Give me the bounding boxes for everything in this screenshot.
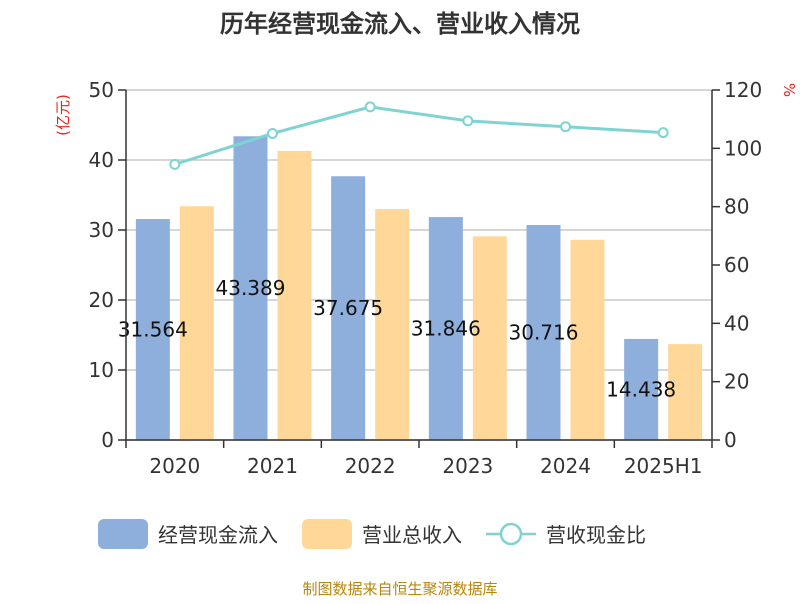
legend-label-营收现金比: 营收现金比 [546, 523, 646, 547]
right-tick-label: 20 [724, 370, 749, 394]
source-note: 制图数据来自恒生聚源数据库 [302, 580, 497, 598]
left-tick-label: 30 [89, 218, 114, 242]
bar-营业总收入-2025H1 [668, 344, 703, 440]
x-tick-label: 2020 [149, 454, 200, 478]
bar-经营现金流入-2022 [331, 176, 366, 440]
ratio-point-2024 [560, 121, 571, 133]
right-axis-unit: % [780, 83, 798, 97]
bar-经营现金流入-2024 [526, 224, 561, 440]
x-tick-label: 2023 [442, 454, 493, 478]
legend: 经营现金流入 营业总收入 营收现金比 [98, 519, 646, 549]
ratio-point-2021 [267, 127, 278, 139]
ratio-line-path [174, 105, 664, 166]
bar-value-label-2023: 31.846 [411, 317, 481, 341]
right-tick-label: 100 [724, 136, 762, 160]
bar-value-label-2021: 43.389 [216, 276, 286, 300]
x-tick-label: 2025H1 [624, 454, 703, 478]
axes: 0 10 20 30 40 50 0 20 40 60 80 100 120 2020 2021 2022 20… [89, 78, 763, 478]
bar-经营现金流入-2025H1 [624, 338, 659, 440]
bars [135, 136, 703, 441]
legend-swatch-经营现金流入 [98, 519, 148, 549]
bar-经营现金流入-2023 [428, 217, 463, 440]
legend-swatch-营业总收入 [302, 519, 352, 549]
ratio-point-2020 [169, 158, 181, 170]
legend-label-经营现金流入: 经营现金流入 [158, 523, 278, 547]
left-tick-label: 10 [89, 358, 114, 382]
x-tick-label: 2022 [345, 454, 396, 478]
chart-title: 历年经营现金流入、营业收入情况 [220, 10, 580, 38]
ratio-line [169, 101, 669, 170]
right-tick-label: 120 [724, 78, 762, 102]
right-tick-label: 0 [724, 428, 737, 452]
ratio-point-2025H1 [657, 127, 669, 139]
right-tick-label: 80 [724, 195, 749, 219]
legend-label-营业总收入: 营业总收入 [362, 523, 462, 547]
x-tick-label: 2024 [540, 454, 591, 478]
bar-营业总收入-2020 [179, 206, 214, 440]
x-tick-label: 2021 [247, 454, 298, 478]
bar-value-label-2025H1: 14.438 [606, 377, 676, 401]
bar-营业总收入-2021 [277, 150, 312, 440]
left-tick-label: 0 [101, 428, 114, 452]
left-axis-unit: (亿元) [54, 94, 72, 136]
bar-value-label-2020: 31.564 [118, 318, 188, 342]
left-tick-label: 20 [89, 288, 114, 312]
bar-营业总收入-2024 [570, 239, 605, 440]
ratio-point-2023 [462, 115, 474, 127]
bar-经营现金流入-2020 [135, 219, 170, 440]
bar-营业总收入-2022 [375, 209, 410, 440]
right-tick-label: 60 [724, 253, 749, 277]
bar-value-label-2022: 37.675 [313, 296, 383, 320]
bar-value-labels: 31.564 43.389 37.675 31.846 30.716 14.438 [118, 276, 676, 401]
ratio-point-2022 [364, 101, 376, 113]
bar-经营现金流入-2021 [233, 136, 268, 441]
left-tick-label: 50 [89, 78, 114, 102]
right-tick-label: 40 [724, 311, 749, 335]
legend-marker-营收现金比 [499, 522, 523, 546]
left-tick-label: 40 [89, 148, 114, 172]
bar-value-label-2024: 30.716 [509, 320, 579, 344]
bar-营业总收入-2023 [472, 236, 507, 440]
